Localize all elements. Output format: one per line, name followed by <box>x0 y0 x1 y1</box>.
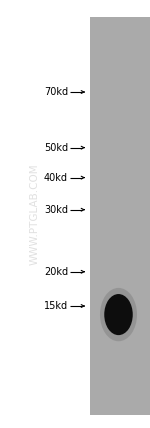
Text: 50kd: 50kd <box>44 143 68 153</box>
Text: 20kd: 20kd <box>44 267 68 277</box>
Text: WWW.PTGLAB.COM: WWW.PTGLAB.COM <box>29 163 39 265</box>
Text: 30kd: 30kd <box>44 205 68 215</box>
Bar <box>90 17 150 415</box>
Text: 40kd: 40kd <box>44 172 68 183</box>
Ellipse shape <box>104 294 133 335</box>
Ellipse shape <box>100 288 137 341</box>
Text: 70kd: 70kd <box>44 87 68 97</box>
Text: 15kd: 15kd <box>44 301 68 311</box>
